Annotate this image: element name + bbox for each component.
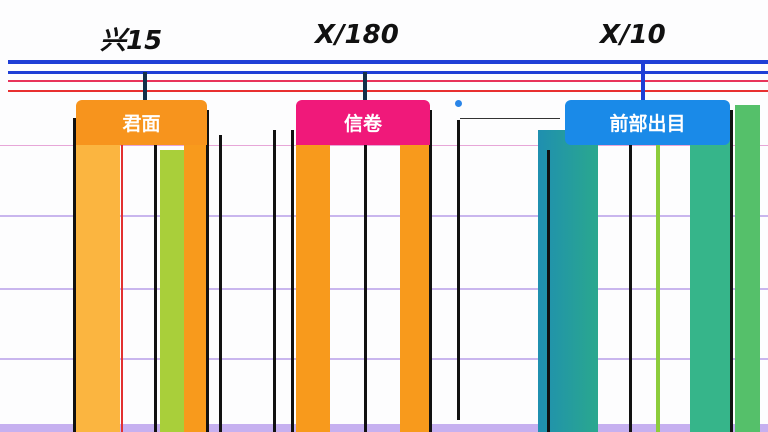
grid-line [0,358,768,360]
divider [629,145,632,432]
baseline-band [0,424,768,432]
divider [730,110,733,432]
divider [73,118,76,432]
grid-line [0,215,768,217]
divider [429,110,432,432]
connector-line [460,118,560,119]
bar-segment [400,145,430,432]
blue-line-2 [8,71,768,74]
divider [219,135,222,432]
divider [364,145,367,432]
divider [291,130,294,432]
divider [206,110,209,432]
bar-segment [690,120,730,432]
bar-segment [735,105,760,432]
blue-line-top [8,60,768,64]
divider [273,130,276,432]
header-1: 君面 [76,100,207,145]
stem [143,72,147,100]
red-marker [121,145,123,432]
value-label-1: 兴15 [100,26,163,56]
value-label-2: X/180 [315,20,399,50]
bar-segment [76,145,120,432]
green-marker [656,145,660,432]
bar-segment [296,145,330,432]
stem [363,72,367,100]
dot-marker [455,100,462,107]
divider [154,118,157,432]
bar-segment [184,145,208,432]
grid-line [0,145,768,146]
header-3: 前部出目 [565,100,730,145]
divider [457,120,460,420]
grid-line [0,288,768,290]
red-line [8,90,768,92]
pink-line [8,80,768,82]
divider [547,150,550,432]
value-label-3: X/10 [600,20,666,50]
header-2: 信卷 [296,100,430,145]
bar-segment [160,150,184,432]
stem [641,64,645,100]
